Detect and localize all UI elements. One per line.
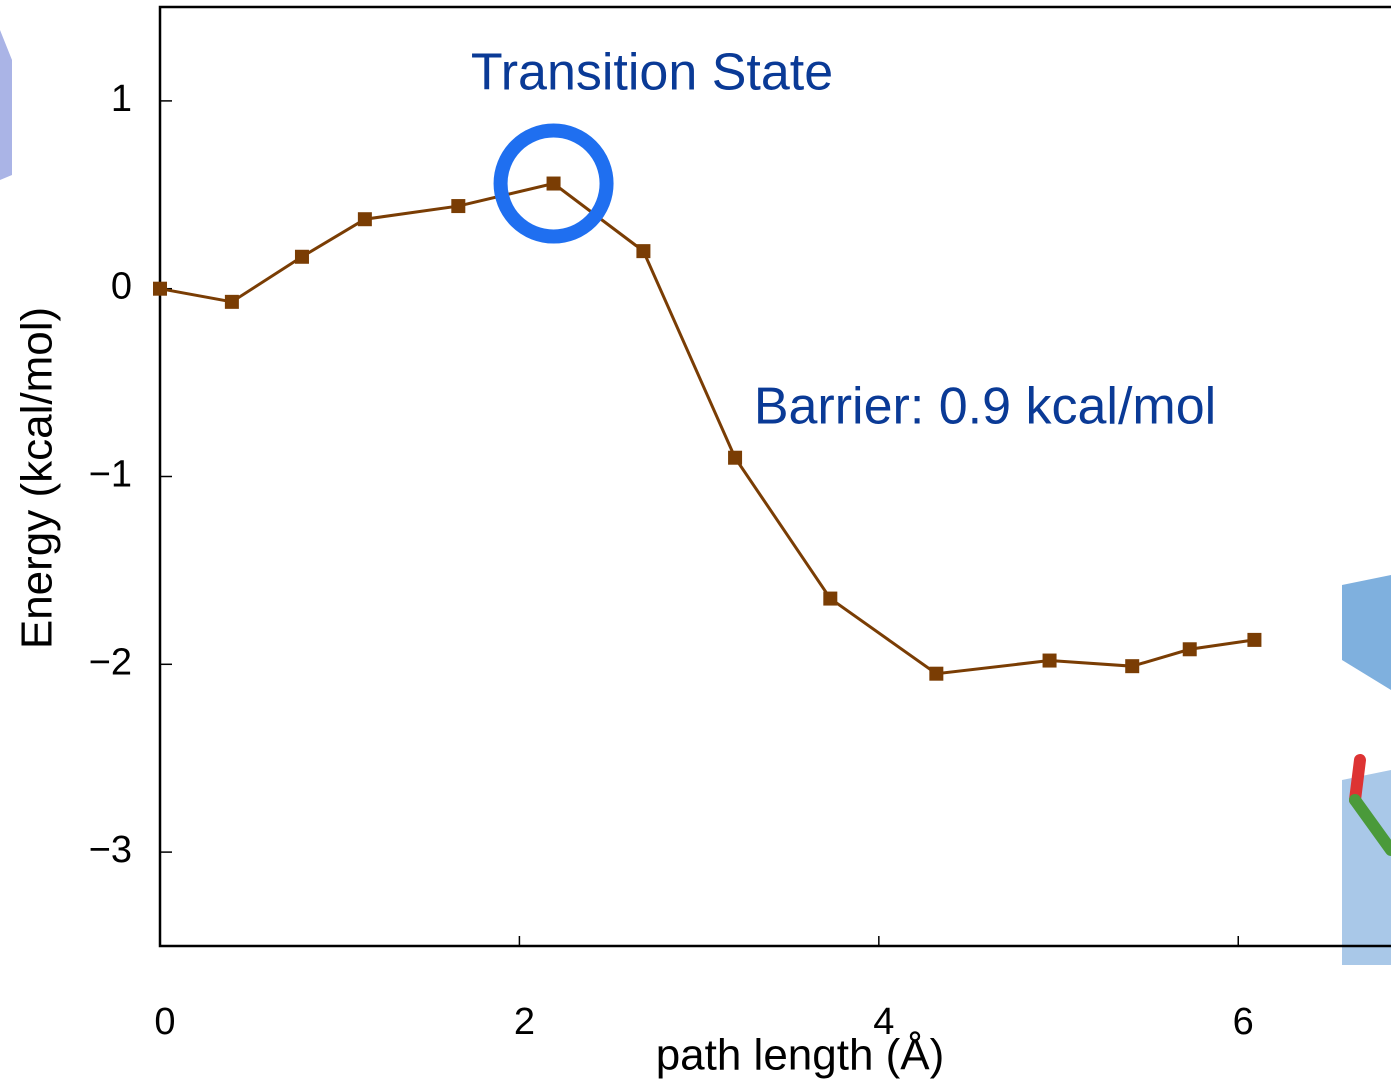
y-tick-label: −2 bbox=[89, 641, 132, 683]
data-point bbox=[929, 666, 944, 681]
molecule-fragment bbox=[1342, 770, 1391, 965]
y-tick-label: 1 bbox=[111, 78, 132, 120]
data-point bbox=[546, 176, 561, 191]
molecule-fragment bbox=[0, 30, 12, 180]
data-point bbox=[1125, 659, 1140, 674]
annotation: Barrier: 0.9 kcal/mol bbox=[754, 378, 1216, 436]
data-point bbox=[823, 591, 838, 606]
y-axis-label: Energy (kcal/mol) bbox=[13, 307, 62, 649]
data-point bbox=[294, 249, 309, 264]
x-tick-label: 0 bbox=[154, 1001, 175, 1043]
x-tick-label: 2 bbox=[514, 1001, 535, 1043]
y-tick-label: 0 bbox=[111, 266, 132, 308]
data-point bbox=[1247, 632, 1262, 647]
data-point bbox=[153, 281, 167, 296]
y-tick-label: −1 bbox=[89, 454, 132, 496]
data-point bbox=[1042, 653, 1057, 668]
annotation: Transition State bbox=[471, 44, 833, 102]
data-point bbox=[728, 450, 743, 465]
x-axis-label: path length (Å) bbox=[656, 1031, 945, 1080]
data-line bbox=[159, 181, 1255, 676]
data-point bbox=[636, 244, 651, 259]
molecule-fragment bbox=[1342, 575, 1391, 690]
x-tick-label: 4 bbox=[873, 1001, 894, 1043]
highlight-ring bbox=[493, 123, 614, 244]
data-point bbox=[357, 212, 372, 227]
bond bbox=[1349, 754, 1366, 806]
data-point bbox=[451, 199, 466, 214]
y-tick-label: −3 bbox=[89, 829, 132, 871]
data-point bbox=[1182, 642, 1197, 657]
bond bbox=[1349, 794, 1391, 856]
plot-frame bbox=[158, 5, 1391, 948]
data-point bbox=[224, 294, 239, 309]
x-tick-label: 6 bbox=[1233, 1001, 1254, 1043]
